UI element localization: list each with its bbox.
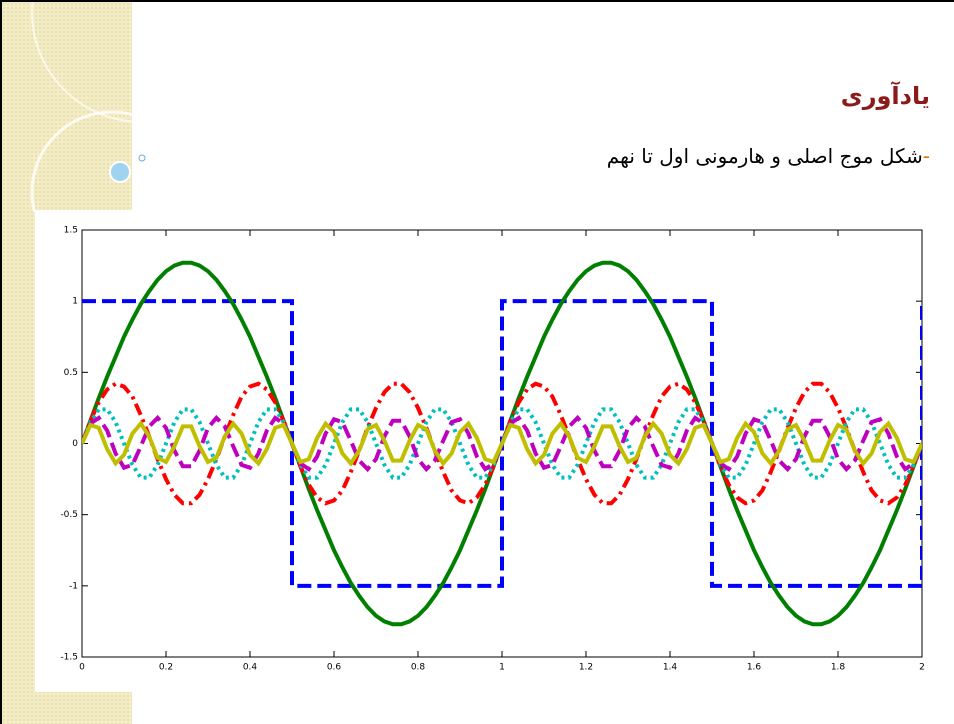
x-tick-label: 0.6 — [327, 663, 342, 673]
x-tick-label: 1 — [499, 663, 505, 673]
y-tick-label: -1.5 — [60, 653, 78, 663]
x-tick-label: 2 — [919, 663, 925, 673]
slide-title: یادآوری — [841, 82, 930, 110]
x-tick-label: 0.4 — [243, 663, 258, 673]
x-tick-label: 1.4 — [663, 663, 678, 673]
y-tick-label: 1.5 — [64, 226, 78, 236]
y-tick-label: 1 — [72, 297, 78, 307]
x-tick-label: 0.8 — [411, 663, 426, 673]
y-tick-label: 0 — [72, 439, 78, 449]
y-tick-label: -1 — [69, 581, 78, 591]
y-tick-label: -0.5 — [60, 510, 78, 520]
x-tick-label: 0.2 — [159, 663, 173, 673]
page: یادآوری -شکل موج اصلی و هارمونی اول تا ن… — [0, 0, 954, 724]
x-tick-label: 1.6 — [747, 663, 762, 673]
x-tick-label: 1.8 — [831, 663, 846, 673]
x-tick-label: 1.2 — [579, 663, 593, 673]
slide: یادآوری -شکل موج اصلی و هارمونی اول تا ن… — [0, 0, 954, 724]
chart: 0 0.2 0.4 0.6 0.8 1 1.2 1.4 1.6 1.8 2 -1.5 -1 -0.5 0 0.… — [35, 210, 935, 692]
bullet-text: شکل موج اصلی و هارمونی اول تا نهم — [607, 144, 923, 168]
bullet-marker: - — [923, 144, 930, 168]
decor-circles — [2, 2, 182, 212]
x-tick-label: 0 — [79, 663, 85, 673]
bullet: -شکل موج اصلی و هارمونی اول تا نهم — [607, 144, 930, 168]
y-tick-label: 0.5 — [64, 368, 78, 378]
